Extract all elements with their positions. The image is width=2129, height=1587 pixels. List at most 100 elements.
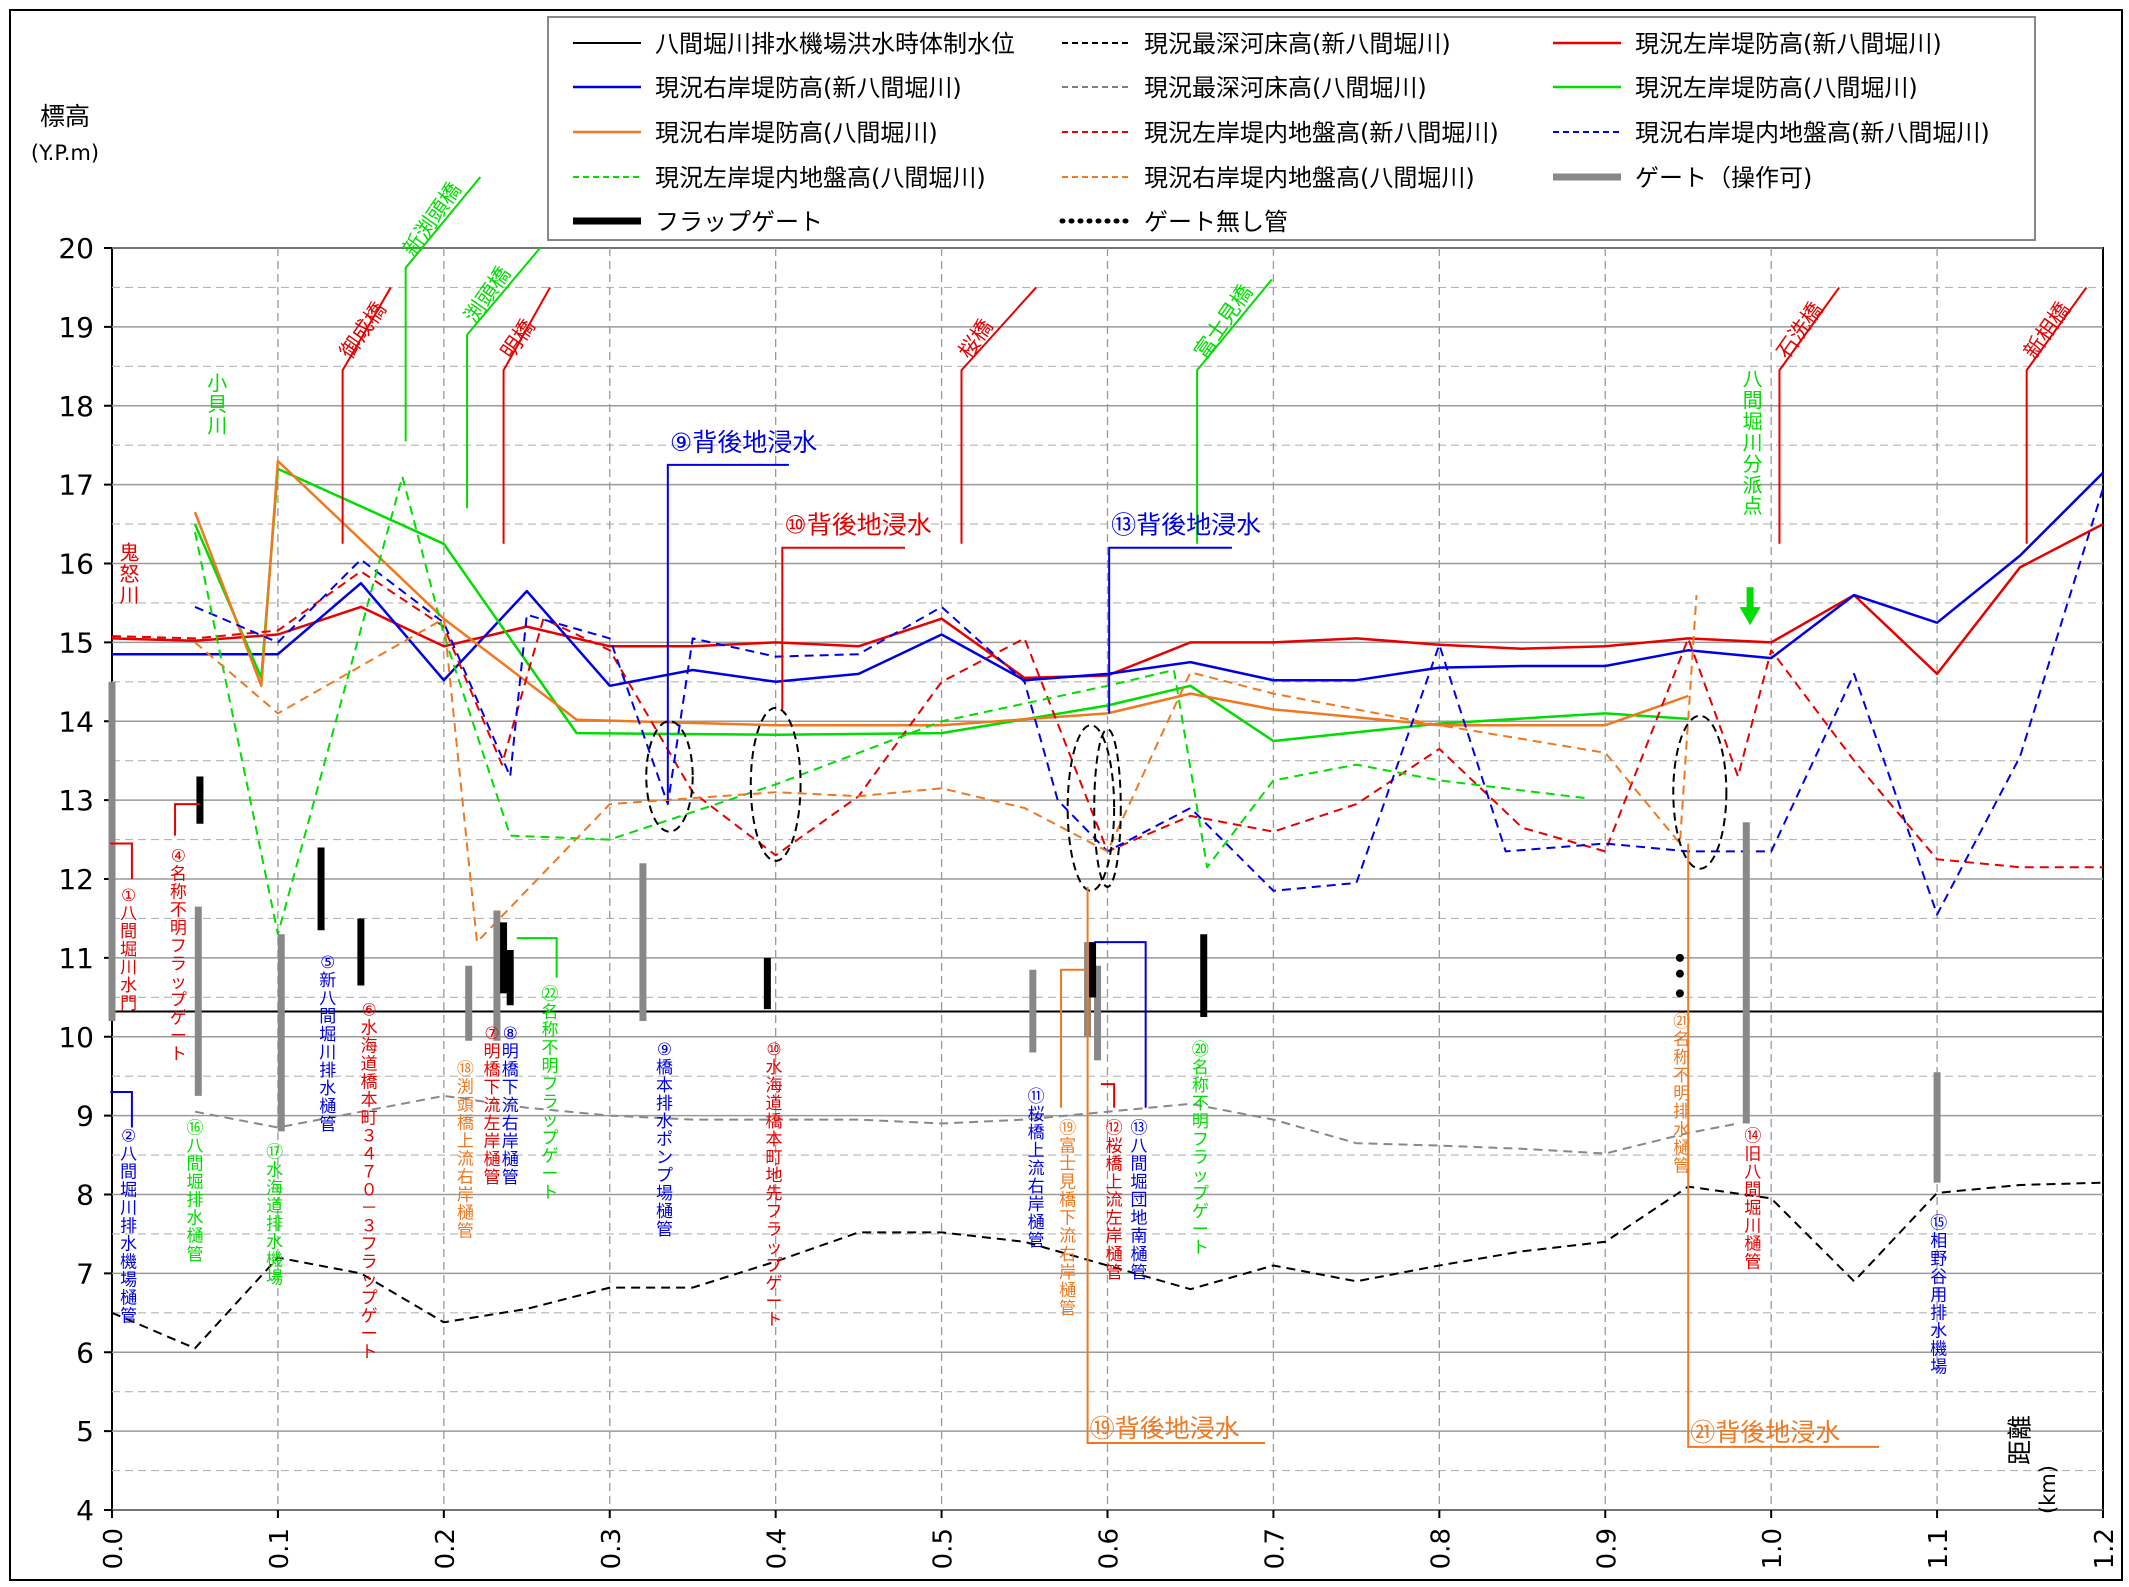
facility-leader-line xyxy=(1100,1083,1116,1108)
bridge-leader-line xyxy=(341,286,392,544)
no-gate-pipe-dot xyxy=(1675,989,1684,998)
bridge-leader-line xyxy=(2025,286,2088,544)
legend-label: 現況左岸堤防高(八間堀川) xyxy=(1635,74,1918,102)
facility-label: ① 八間堀川水門 xyxy=(120,886,137,1014)
y-tick-label: 7 xyxy=(76,1257,94,1290)
legend-label: 現況右岸堤防高(新八間堀川) xyxy=(655,74,962,102)
x-tick-label: 0.1 xyxy=(265,1528,295,1569)
y-tick-label: 12 xyxy=(58,863,94,896)
y-tick-label: 5 xyxy=(76,1415,94,1448)
inundation-leader-line xyxy=(666,463,789,801)
facility-label: ⑦ 明橋下流左岸樋管 xyxy=(483,1024,500,1188)
branch-point-arrow-head xyxy=(1739,607,1761,626)
x-tick-label: 0.9 xyxy=(1592,1528,1622,1569)
x-tick-label: 0.2 xyxy=(431,1528,461,1569)
facility-leader-line xyxy=(174,803,200,836)
x-tick-label: 0.4 xyxy=(763,1528,793,1569)
inundation-leader-line xyxy=(1086,886,1266,1444)
x-tick-label: 1.1 xyxy=(1924,1528,1954,1569)
no-gate-pipe-dot xyxy=(1675,953,1684,962)
facility-label: ⑨ 橋本排水ポンプ場樋管 xyxy=(656,1040,673,1240)
series-line-2 xyxy=(194,1094,1739,1155)
y-tick-label: 15 xyxy=(58,626,94,659)
bridge-leader-line xyxy=(1778,286,1841,544)
river-label: 鬼怒川 xyxy=(119,541,139,607)
legend: 八間堀川排水機場洪水時体制水位 現況最深河床高(新八間堀川) 現況左岸堤防高(新八間… xyxy=(547,16,2036,241)
series-line-10 xyxy=(194,595,1698,944)
y-tick-label: 6 xyxy=(76,1336,94,1369)
facility-label: ④ 名称不明フラップゲート xyxy=(170,847,187,1065)
inundation-leader-line xyxy=(1687,843,1880,1448)
facility-label: ⑬ 八間堀団地南樋管 xyxy=(1131,1119,1148,1283)
facility-label: ⑳ 名称不明フラップゲート xyxy=(1192,1040,1209,1258)
bridge-leader-line xyxy=(960,286,1037,544)
legend-label: ゲート（操作可) xyxy=(1635,164,1812,192)
legend-label: 現況左岸堤内地盤高(八間堀川) xyxy=(655,164,986,192)
y-tick-label: 9 xyxy=(76,1100,94,1133)
no-gate-pipe-dot xyxy=(1675,969,1684,978)
x-tick-label: 0.8 xyxy=(1426,1528,1456,1569)
x-tick-label: 0.7 xyxy=(1260,1528,1290,1569)
y-tick-label: 16 xyxy=(58,548,94,581)
facility-label: ⑩ 水海道橋本町地先フラップゲート xyxy=(766,1040,783,1330)
facility-label: ⑱ 渕頭橋上流右岸樋管 xyxy=(457,1059,474,1241)
facility-leader-line xyxy=(110,1090,133,1128)
x-axis-unit: (km) xyxy=(2036,1465,2060,1514)
inundation-leader-line xyxy=(781,546,906,710)
x-tick-label: 0.3 xyxy=(597,1528,627,1569)
inundation-ellipse xyxy=(1672,714,1728,870)
y-tick-label: 4 xyxy=(76,1494,94,1527)
facility-label: ⑭ 旧八間堀川樋管 xyxy=(1744,1127,1761,1273)
x-tick-label: 1.2 xyxy=(2090,1528,2120,1569)
inundation-label: ⑩背後地浸水 xyxy=(784,511,931,540)
bridge-leader-line xyxy=(404,176,482,442)
series-line-6 xyxy=(193,459,1689,727)
inundation-ellipse xyxy=(1066,724,1116,892)
y-axis-unit: (Y.P.m) xyxy=(31,141,99,165)
inundation-ellipse xyxy=(749,706,802,862)
bridge-leader-line xyxy=(466,247,541,509)
y-tick-label: 20 xyxy=(58,232,94,265)
series-line-3 xyxy=(111,522,2104,680)
legend-label: 現況右岸堤内地盤高(新八間堀川) xyxy=(1635,119,1990,147)
x-tick-label: 0.5 xyxy=(929,1528,959,1569)
facility-label: ② 八間堀川排水機場樋管 xyxy=(120,1127,137,1327)
facility-leader-line xyxy=(1060,968,1085,1108)
legend-label: 現況最深河床高(八間堀川) xyxy=(1144,74,1427,102)
branch-point-label: 八間堀川分派点 xyxy=(1743,367,1763,518)
facility-label: ⑧ 明橋下流右岸樋管 xyxy=(502,1024,519,1188)
inundation-label: ⑲背後地浸水 xyxy=(1090,1414,1240,1443)
y-tick-label: 8 xyxy=(76,1179,94,1212)
facility-label: ⑫ 桜橋上流左岸樋管 xyxy=(1106,1119,1123,1283)
y-axis-title: 標高 xyxy=(40,102,90,131)
facility-leader-line xyxy=(1094,941,1147,1108)
x-tick-label: 1.0 xyxy=(1758,1528,1788,1569)
x-axis-title: 距離 xyxy=(2005,1415,2034,1465)
facility-label: ⑪ 桜橋上流右岸樋管 xyxy=(1028,1087,1045,1251)
bridge-leader-line xyxy=(502,286,551,544)
y-tick-label: 11 xyxy=(58,942,94,975)
facility-label: ⑲ 富士見橋下流右岸樋管 xyxy=(1059,1119,1076,1319)
legend-box xyxy=(547,16,2036,241)
y-tick-label: 19 xyxy=(58,311,94,344)
series-line-4 xyxy=(112,471,2104,688)
y-tick-label: 10 xyxy=(58,1021,94,1054)
y-tick-label: 18 xyxy=(58,390,94,423)
legend-label: 現況右岸堤内地盤高(八間堀川) xyxy=(1144,164,1475,192)
x-tick-label: 0.6 xyxy=(1095,1528,1125,1569)
legend-label: フラップゲート xyxy=(655,208,823,236)
inundation-leader-line xyxy=(1108,546,1232,714)
facility-label: ⑤ 新八間堀川排水樋管 xyxy=(319,953,336,1135)
facility-leader-line xyxy=(110,842,133,879)
inundation-ellipse xyxy=(645,720,694,833)
facility-label: ⑰ 水海道排水機場 xyxy=(266,1142,283,1288)
facility-label: ⑥ 水海道橋本町３４７０－３フラップゲート xyxy=(361,1000,378,1362)
axes: 4 5 6 7 8 9 10 11 12 13 14 15 16 17 18 19 20 0.0 0.1 0.2 0.3… xyxy=(58,232,2120,1569)
river-label: 小貝川 xyxy=(207,371,227,437)
legend-label: ゲート無し管 xyxy=(1144,208,1288,236)
legend-label: 現況最深河床高(新八間堀川) xyxy=(1144,30,1451,58)
